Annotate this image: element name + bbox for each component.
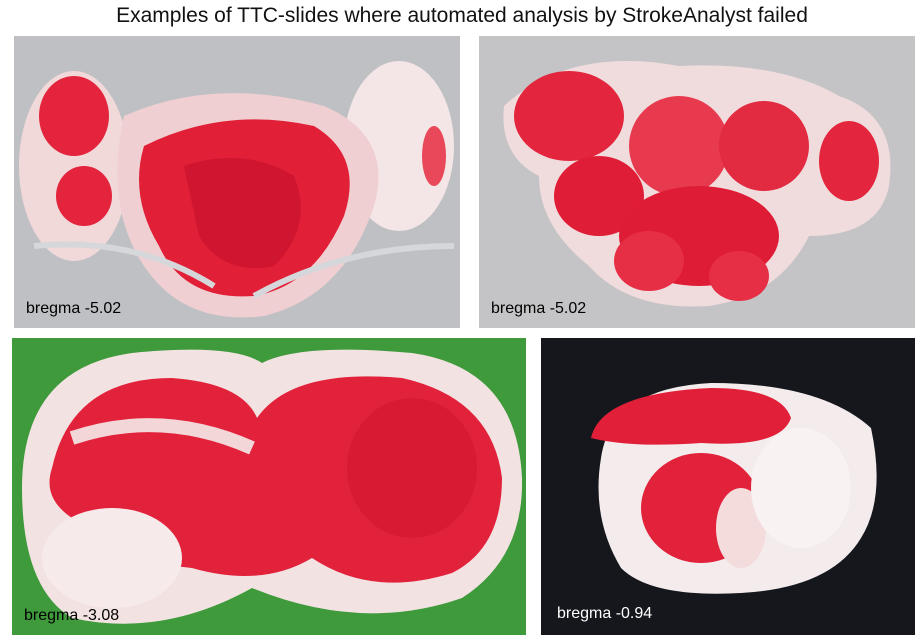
slide-panel-4: bregma -0.94 bbox=[541, 338, 915, 635]
brain-slice-image-1 bbox=[19, 61, 455, 318]
slide-panel-3: bregma -3.08 bbox=[12, 338, 526, 635]
brain-slice-image-4 bbox=[591, 383, 877, 594]
slide-panel-2: bregma -5.02 bbox=[479, 36, 915, 328]
bregma-label-2: bregma -5.02 bbox=[491, 300, 587, 317]
figure-title: Examples of TTC-slides where automated a… bbox=[116, 4, 808, 27]
bregma-label-4: bregma -0.94 bbox=[557, 605, 653, 622]
brain-slice-image-2 bbox=[503, 61, 891, 307]
slide-panel-1: bregma -5.02 bbox=[14, 36, 460, 328]
bregma-label-1: bregma -5.02 bbox=[26, 300, 122, 317]
brain-slice-image-3 bbox=[22, 349, 523, 624]
bregma-label-3: bregma -3.08 bbox=[24, 607, 120, 624]
